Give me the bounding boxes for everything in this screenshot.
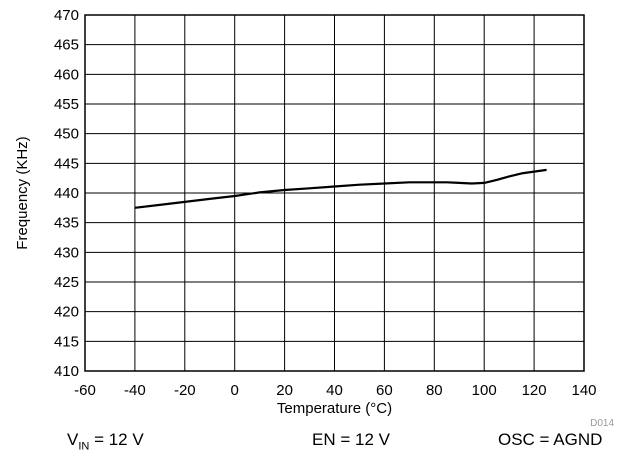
y-tick-label: 425 — [54, 274, 79, 291]
y-tick-label: 410 — [54, 363, 79, 380]
y-tick-label: 430 — [54, 244, 79, 261]
x-tick-label: -40 — [124, 382, 146, 399]
y-tick-label: 415 — [54, 333, 79, 350]
y-tick-label: 470 — [54, 7, 79, 24]
x-tick-label: 0 — [231, 382, 239, 399]
x-tick-label: 140 — [571, 382, 596, 399]
y-axis-label: Frequency (KHz) — [14, 136, 31, 249]
x-tick-label: -60 — [74, 382, 96, 399]
y-tick-label: 445 — [54, 155, 79, 172]
y-tick-label: 450 — [54, 126, 79, 143]
x-tick-label: 120 — [522, 382, 547, 399]
osc-condition: OSC = AGND — [498, 430, 603, 449]
y-tick-labels: 410 415 420 425 430 435 440 445 450 455 460 465 470 — [54, 7, 79, 380]
vin-condition: VIN = 12 V — [67, 430, 144, 453]
x-tick-label: 20 — [276, 382, 293, 399]
x-tick-label: 40 — [326, 382, 343, 399]
y-tick-label: 435 — [54, 215, 79, 232]
y-tick-label: 440 — [54, 185, 79, 202]
en-condition: EN = 12 V — [312, 430, 390, 449]
grid — [84, 14, 585, 372]
x-tick-label: 60 — [376, 382, 393, 399]
x-tick-label: -20 — [174, 382, 196, 399]
x-tick-label: 80 — [426, 382, 443, 399]
frequency-series-line — [134, 168, 547, 209]
x-axis-label: Temperature (°C) — [277, 400, 392, 417]
series-group — [134, 168, 547, 209]
x-tick-label: 100 — [472, 382, 497, 399]
y-tick-label: 465 — [54, 37, 79, 54]
figure-id: D014 — [590, 418, 614, 429]
x-tick-labels: -60 -40 -20 0 20 40 60 80 100 120 140 — [74, 382, 596, 399]
y-tick-label: 460 — [54, 66, 79, 83]
y-tick-label: 455 — [54, 96, 79, 113]
plot-frame — [84, 14, 585, 372]
y-tick-label: 420 — [54, 304, 79, 321]
